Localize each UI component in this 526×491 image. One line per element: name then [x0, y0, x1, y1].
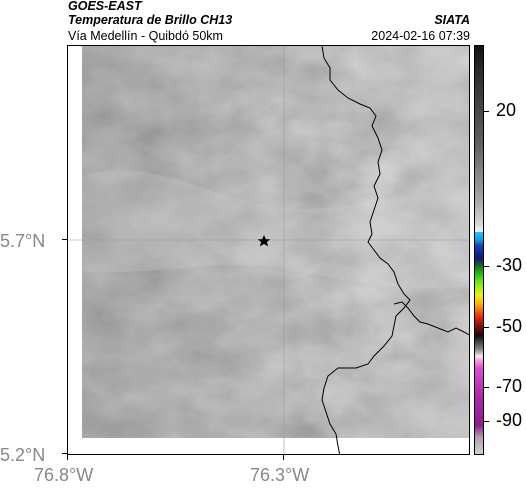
- colorbar-label: -50: [496, 316, 523, 336]
- satellite-title: GOES-EAST: [68, 0, 142, 13]
- map-canvas: [68, 46, 469, 454]
- product-title: Temperatura de Brillo CH13: [68, 13, 233, 27]
- colorbar-label: -30: [496, 255, 523, 275]
- location-star-icon[interactable]: [257, 235, 271, 247]
- colorbar-label: -70: [496, 376, 523, 396]
- lat-tick-mark: [62, 239, 67, 240]
- satellite-map[interactable]: [67, 45, 470, 455]
- lon-tick-mark: [283, 455, 284, 460]
- colorbar-label: -90: [496, 410, 523, 430]
- lon-tick-label: 76.8°W: [34, 465, 94, 485]
- colorbar-tick: [484, 421, 489, 422]
- region-subtitle: Vía Medellín - Quibdó 50km: [68, 29, 223, 43]
- lat-tick-mark: [62, 453, 67, 454]
- department-boundary-east: [393, 301, 469, 336]
- map-gridlines: [68, 46, 469, 454]
- colorbar-tick: [484, 111, 489, 112]
- organization-label: SIATA: [434, 13, 470, 27]
- colorbar-tick: [484, 266, 489, 267]
- colorbar-tick: [484, 327, 489, 328]
- lon-tick-mark: [67, 455, 68, 460]
- lat-tick-label: 5.7°N: [0, 231, 46, 251]
- colorbar-tick: [484, 387, 489, 388]
- timestamp-label: 2024-02-16 07:39: [371, 29, 470, 43]
- lon-tick-label: 76.3°W: [250, 465, 310, 485]
- lat-tick-label: 5.2°N: [0, 445, 46, 465]
- temperature-colorbar: [474, 45, 484, 455]
- colorbar-label: 20: [496, 100, 517, 120]
- brightness-temperature-imagery: [82, 46, 469, 438]
- department-boundary: [321, 46, 411, 454]
